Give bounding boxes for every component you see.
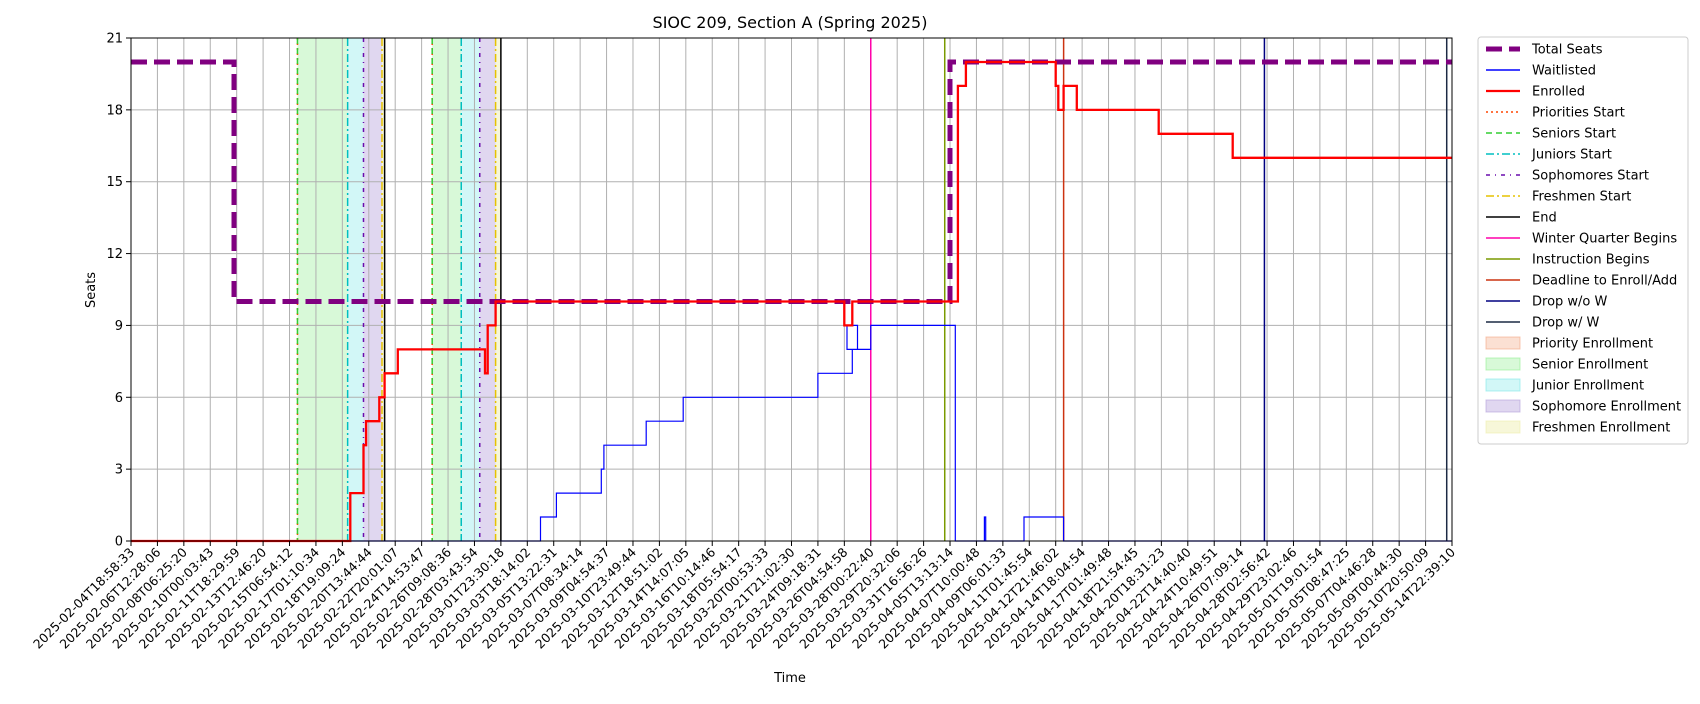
legend-label: Freshmen Start bbox=[1532, 190, 1631, 205]
shaded-region bbox=[381, 38, 385, 541]
y-tick-label: 6 bbox=[115, 391, 123, 406]
legend-label: Total Seats bbox=[1531, 43, 1603, 58]
y-tick-label: 0 bbox=[115, 535, 123, 550]
y-tick-label: 12 bbox=[106, 247, 123, 262]
y-tick-label: 3 bbox=[115, 463, 123, 478]
legend-label: Priority Enrollment bbox=[1532, 337, 1653, 352]
y-tick-label: 15 bbox=[106, 175, 123, 190]
shaded-regions bbox=[297, 38, 501, 541]
legend-label: Priorities Start bbox=[1532, 106, 1625, 121]
shaded-region bbox=[432, 38, 462, 541]
series-lines bbox=[131, 59, 1452, 543]
legend-label: Waitlisted bbox=[1532, 64, 1596, 79]
legend-swatch bbox=[1485, 399, 1521, 413]
chart-title: SIOC 209, Section A (Spring 2025) bbox=[653, 13, 928, 32]
shaded-region bbox=[479, 38, 496, 541]
y-tick-label: 21 bbox=[106, 32, 123, 47]
legend-label: End bbox=[1532, 211, 1557, 226]
y-tick-label: 18 bbox=[106, 103, 123, 118]
legend-label: Instruction Begins bbox=[1532, 253, 1650, 268]
legend-label: Juniors Start bbox=[1531, 148, 1612, 163]
series-line bbox=[131, 60, 1452, 543]
legend-label: Sophomores Start bbox=[1532, 169, 1649, 184]
legend-swatch bbox=[1485, 378, 1521, 392]
series-line bbox=[131, 324, 1452, 542]
legend-label: Drop w/o W bbox=[1532, 295, 1608, 310]
legend-label: Enrolled bbox=[1532, 85, 1585, 100]
legend-label: Deadline to Enroll/Add bbox=[1532, 274, 1677, 289]
axes: 0369121518212025-02-04T18:58:332025-02-0… bbox=[30, 32, 1458, 652]
shaded-region bbox=[347, 38, 364, 541]
x-axis-label: Time bbox=[773, 671, 806, 686]
legend-label: Junior Enrollment bbox=[1531, 379, 1644, 394]
y-axis-label: Seats bbox=[84, 272, 99, 308]
vertical-markers bbox=[296, 38, 1448, 541]
shaded-region bbox=[297, 38, 348, 541]
legend-label: Winter Quarter Begins bbox=[1532, 232, 1677, 247]
shaded-region bbox=[363, 38, 382, 541]
legend-label: Sophomore Enrollment bbox=[1532, 400, 1681, 415]
legend-label: Senior Enrollment bbox=[1532, 358, 1648, 373]
legend-swatch bbox=[1485, 420, 1521, 434]
y-tick-label: 9 bbox=[115, 319, 123, 334]
legend-swatch bbox=[1485, 336, 1521, 350]
legend-label: Freshmen Enrollment bbox=[1532, 421, 1670, 436]
legend-swatch bbox=[1485, 357, 1521, 371]
legend-label: Drop w/ W bbox=[1532, 316, 1600, 331]
legend: Total Seats Waitlisted Enrolled Priorities … bbox=[1477, 36, 1689, 445]
legend-box bbox=[1477, 36, 1689, 445]
shaded-region bbox=[495, 38, 501, 541]
shaded-region bbox=[461, 38, 480, 541]
legend-label: Seniors Start bbox=[1532, 127, 1616, 142]
